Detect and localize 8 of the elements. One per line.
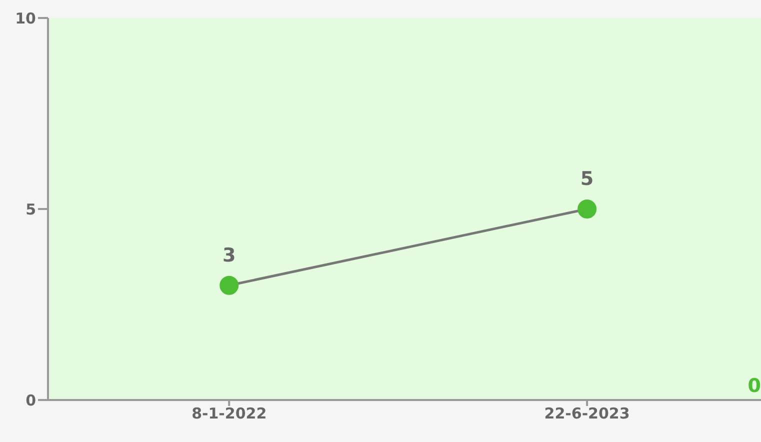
y-tick-label: 10 (15, 9, 36, 28)
y-tick-label: 5 (26, 200, 36, 218)
data-label: 3 (222, 244, 236, 266)
data-label: 5 (580, 168, 594, 190)
y-tick-label: 0 (26, 391, 36, 410)
x-tick-label: 8-1-2022 (192, 404, 267, 423)
annotation: 0 (748, 375, 761, 397)
x-tick-label: 22-6-2023 (544, 404, 630, 423)
